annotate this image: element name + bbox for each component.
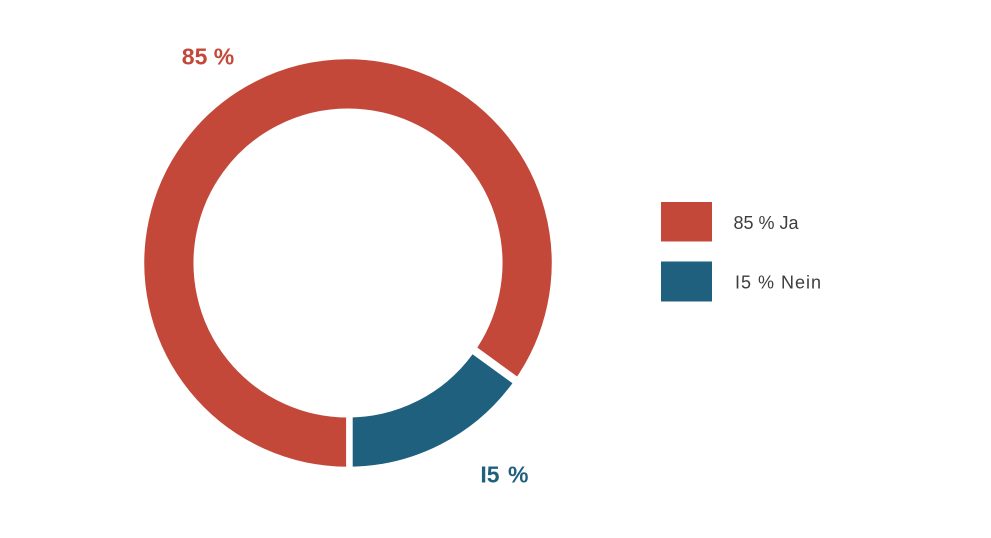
svg-text:85 %: 85 % bbox=[182, 44, 234, 70]
svg-text:85 % Ja: 85 % Ja bbox=[734, 213, 800, 233]
svg-text:I5 % Nein: I5 % Nein bbox=[735, 273, 822, 293]
svg-text:I5%: I5% bbox=[480, 461, 528, 487]
